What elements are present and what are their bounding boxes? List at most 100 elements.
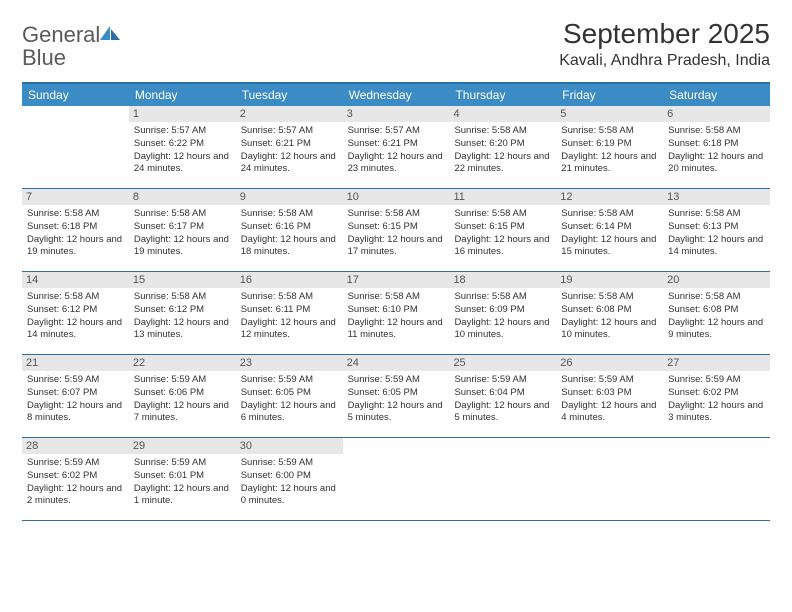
day-number: 4 [449,106,556,122]
day-number: 25 [449,355,556,371]
day-number: 12 [556,189,663,205]
day-cell: 28Sunrise: 5:59 AMSunset: 6:02 PMDayligh… [22,438,129,520]
day-cell [449,438,556,520]
day-number: 15 [129,272,236,288]
week-row: 28Sunrise: 5:59 AMSunset: 6:02 PMDayligh… [22,438,770,521]
day-cell: 8 Sunrise: 5:58 AMSunset: 6:17 PMDaylight… [129,189,236,271]
day-of-week-cell: Friday [556,84,663,106]
day-info: Sunrise: 5:57 AMSunset: 6:21 PMDaylight:… [239,125,340,176]
day-cell: 9Sunrise: 5:58 AMSunset: 6:16 PMDaylight… [236,189,343,271]
day-info: Sunrise: 5:58 AMSunset: 6:12 PMDaylight:… [25,291,126,342]
day-of-week-cell: Monday [129,84,236,106]
day-cell: 26 Sunrise: 5:59 AMSunset: 6:03 PMDayligh… [556,355,663,437]
week-row: 1Sunrise: 5:57 AMSunset: 6:22 PMDaylight… [22,106,770,189]
day-info: Sunrise: 5:58 AMSunset: 6:08 PMDaylight:… [559,291,660,342]
day-info: Sunrise: 5:58 AMSunset: 6:10 PMDaylight:… [346,291,447,342]
day-of-week-cell: Sunday [22,84,129,106]
day-info: Sunrise: 5:59 AMSunset: 6:06 PMDaylight:… [132,374,233,425]
day-cell [663,438,770,520]
day-cell: 14Sunrise: 5:58 AMSunset: 6:12 PMDayligh… [22,272,129,354]
day-info: Sunrise: 5:59 AMSunset: 6:07 PMDaylight:… [25,374,126,425]
day-info: Sunrise: 5:58 AMSunset: 6:14 PMDaylight:… [559,208,660,259]
day-number: 6 [663,106,770,122]
day-number: 26 [556,355,663,371]
weeks-container: 1Sunrise: 5:57 AMSunset: 6:22 PMDaylight… [22,106,770,521]
day-cell [556,438,663,520]
logo: General Blue [22,18,122,70]
logo-text: General Blue [22,24,122,70]
day-number: 3 [343,106,450,122]
day-number: 2 [236,106,343,122]
day-info: Sunrise: 5:59 AMSunset: 6:00 PMDaylight:… [239,457,340,508]
week-row: 7 Sunrise: 5:58 AMSunset: 6:18 PMDaylight… [22,189,770,272]
day-info: Sunrise: 5:59 AMSunset: 6:02 PMDaylight:… [25,457,126,508]
day-info: Sunrise: 5:57 AMSunset: 6:22 PMDaylight:… [132,125,233,176]
logo-blue: Blue [22,45,66,70]
day-cell: 12 Sunrise: 5:58 AMSunset: 6:14 PMDayligh… [556,189,663,271]
day-number: 13 [663,189,770,205]
day-info: Sunrise: 5:58 AMSunset: 6:13 PMDaylight:… [666,208,767,259]
day-info: Sunrise: 5:59 AMSunset: 6:04 PMDaylight:… [452,374,553,425]
day-cell: 18 Sunrise: 5:58 AMSunset: 6:09 PMDayligh… [449,272,556,354]
day-info: Sunrise: 5:58 AMSunset: 6:18 PMDaylight:… [666,125,767,176]
day-number: 21 [22,355,129,371]
day-info: Sunrise: 5:59 AMSunset: 6:01 PMDaylight:… [132,457,233,508]
day-info: Sunrise: 5:58 AMSunset: 6:19 PMDaylight:… [559,125,660,176]
day-number: 9 [236,189,343,205]
day-cell: 10 Sunrise: 5:58 AMSunset: 6:15 PMDayligh… [343,189,450,271]
day-info: Sunrise: 5:58 AMSunset: 6:20 PMDaylight:… [452,125,553,176]
day-cell: 22 Sunrise: 5:59 AMSunset: 6:06 PMDayligh… [129,355,236,437]
header: General Blue September 2025 Kavali, Andh… [22,18,770,70]
day-number: 29 [129,438,236,454]
day-cell: 25 Sunrise: 5:59 AMSunset: 6:04 PMDayligh… [449,355,556,437]
day-cell: 19 Sunrise: 5:58 AMSunset: 6:08 PMDayligh… [556,272,663,354]
day-info: Sunrise: 5:58 AMSunset: 6:18 PMDaylight:… [25,208,126,259]
day-cell: 6 Sunrise: 5:58 AMSunset: 6:18 PMDaylight… [663,106,770,188]
logo-sail-icon [100,26,122,42]
title-block: September 2025 Kavali, Andhra Pradesh, I… [559,18,770,70]
day-number: 20 [663,272,770,288]
day-info: Sunrise: 5:59 AMSunset: 6:02 PMDaylight:… [666,374,767,425]
day-number: 30 [236,438,343,454]
day-info: Sunrise: 5:58 AMSunset: 6:15 PMDaylight:… [346,208,447,259]
day-number: 19 [556,272,663,288]
day-of-week-cell: Thursday [449,84,556,106]
day-cell: 13 Sunrise: 5:58 AMSunset: 6:13 PMDayligh… [663,189,770,271]
day-info: Sunrise: 5:58 AMSunset: 6:17 PMDaylight:… [132,208,233,259]
day-cell: 1Sunrise: 5:57 AMSunset: 6:22 PMDaylight… [129,106,236,188]
day-cell [22,106,129,188]
day-cell: 20 Sunrise: 5:58 AMSunset: 6:08 PMDayligh… [663,272,770,354]
day-of-week-cell: Saturday [663,84,770,106]
day-cell: 3Sunrise: 5:57 AMSunset: 6:21 PMDaylight… [343,106,450,188]
day-cell: 16Sunrise: 5:58 AMSunset: 6:11 PMDayligh… [236,272,343,354]
day-cell: 17 Sunrise: 5:58 AMSunset: 6:10 PMDayligh… [343,272,450,354]
day-of-week-cell: Tuesday [236,84,343,106]
month-title: September 2025 [559,18,770,50]
day-number: 18 [449,272,556,288]
day-number: 8 [129,189,236,205]
day-number: 24 [343,355,450,371]
day-cell: 11 Sunrise: 5:58 AMSunset: 6:15 PMDayligh… [449,189,556,271]
day-number: 17 [343,272,450,288]
location: Kavali, Andhra Pradesh, India [559,52,770,70]
day-cell: 29 Sunrise: 5:59 AMSunset: 6:01 PMDayligh… [129,438,236,520]
week-row: 14Sunrise: 5:58 AMSunset: 6:12 PMDayligh… [22,272,770,355]
day-number: 11 [449,189,556,205]
day-cell: 4 Sunrise: 5:58 AMSunset: 6:20 PMDaylight… [449,106,556,188]
day-of-week-header: SundayMondayTuesdayWednesdayThursdayFrid… [22,84,770,106]
day-info: Sunrise: 5:58 AMSunset: 6:08 PMDaylight:… [666,291,767,342]
day-number: 22 [129,355,236,371]
day-info: Sunrise: 5:59 AMSunset: 6:05 PMDaylight:… [346,374,447,425]
week-row: 21 Sunrise: 5:59 AMSunset: 6:07 PMDayligh… [22,355,770,438]
day-info: Sunrise: 5:58 AMSunset: 6:15 PMDaylight:… [452,208,553,259]
day-number: 10 [343,189,450,205]
calendar-page: General Blue September 2025 Kavali, Andh… [0,0,792,539]
day-number: 23 [236,355,343,371]
day-cell: 2 Sunrise: 5:57 AMSunset: 6:21 PMDaylight… [236,106,343,188]
day-info: Sunrise: 5:58 AMSunset: 6:09 PMDaylight:… [452,291,553,342]
day-info: Sunrise: 5:59 AMSunset: 6:03 PMDaylight:… [559,374,660,425]
day-cell: 30 Sunrise: 5:59 AMSunset: 6:00 PMDayligh… [236,438,343,520]
calendar: SundayMondayTuesdayWednesdayThursdayFrid… [22,82,770,521]
day-cell: 5Sunrise: 5:58 AMSunset: 6:19 PMDaylight… [556,106,663,188]
day-number: 7 [22,189,129,205]
